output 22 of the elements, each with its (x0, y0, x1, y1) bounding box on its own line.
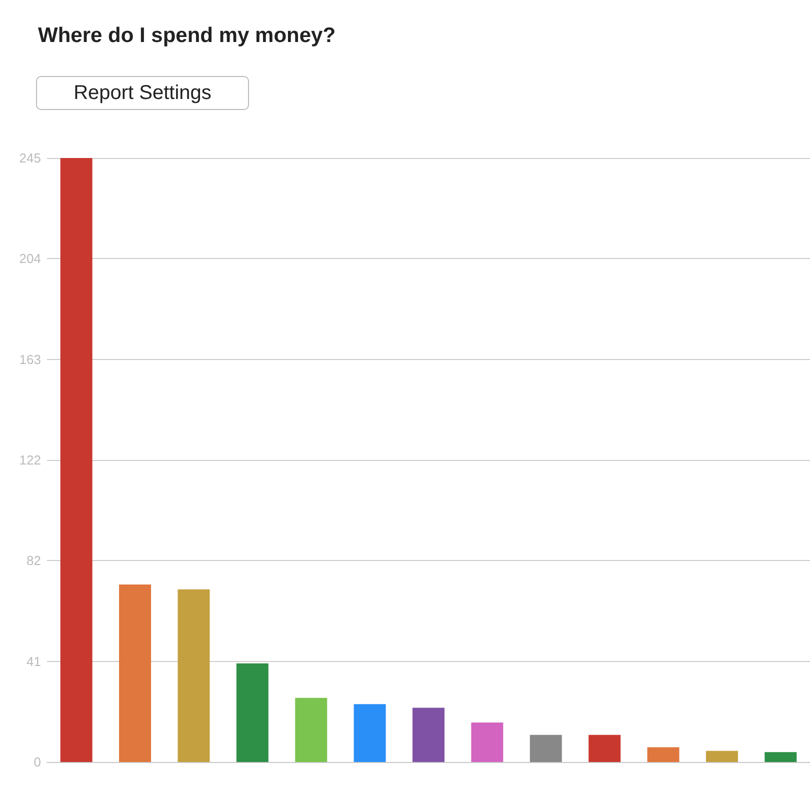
bar (178, 589, 210, 762)
y-tick-label: 0 (34, 754, 41, 770)
y-tick-label: 204 (19, 251, 41, 266)
bar (60, 158, 92, 762)
bar (764, 752, 797, 762)
bar (236, 663, 268, 762)
y-tick-label: 163 (19, 352, 41, 367)
bar (119, 584, 152, 762)
text: Report Settings (36, 76, 249, 110)
bar (354, 704, 386, 762)
bar (295, 698, 328, 762)
bar (471, 722, 504, 762)
y-tick-label: 245 (19, 150, 41, 166)
y-tick-label: 82 (26, 553, 41, 568)
y-tick-label: 41 (26, 654, 41, 669)
bar (588, 734, 621, 762)
bar (530, 734, 562, 762)
bar (647, 747, 680, 762)
chart-title: Where do I spend my money? (38, 24, 336, 48)
bar (706, 750, 738, 762)
bar (412, 708, 444, 762)
y-tick-label: 122 (19, 452, 41, 468)
